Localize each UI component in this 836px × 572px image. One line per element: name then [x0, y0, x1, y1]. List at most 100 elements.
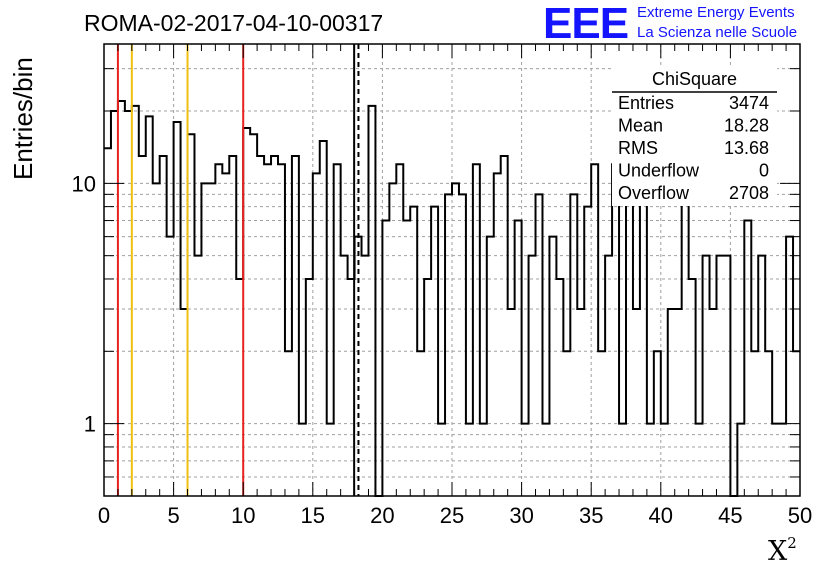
logo-tagline-2: La Scienza nelle Scuole [637, 24, 798, 41]
histogram-bin [341, 256, 348, 496]
histogram-bin [264, 164, 271, 496]
histogram-bin [320, 141, 327, 496]
histogram-bin [779, 424, 786, 496]
histogram-bin [494, 173, 501, 496]
histogram-bin [188, 134, 195, 496]
histogram-bin [591, 164, 598, 496]
histogram-bin [723, 256, 730, 496]
x-tick-label: 10 [231, 503, 255, 528]
x-tick-label: 50 [788, 503, 812, 528]
histogram-bin [278, 164, 285, 496]
histogram-bin [633, 309, 640, 496]
stats-value: 13.68 [724, 138, 769, 158]
histogram-bin [306, 279, 313, 496]
stats-label: Mean [618, 116, 663, 136]
histogram-bin [292, 156, 299, 496]
x-axis-label-superscript: 2 [787, 534, 797, 552]
x-tick-label: 40 [649, 503, 673, 528]
histogram-bin [313, 173, 320, 496]
x-tick-label: 0 [98, 503, 110, 528]
histogram-bin [215, 164, 222, 496]
histogram-bin [410, 207, 417, 496]
x-tick-label: 5 [167, 503, 179, 528]
histogram-bin [194, 256, 201, 496]
x-axis-label-text: X [768, 536, 788, 567]
histogram-bin [501, 156, 508, 496]
histogram-bin [598, 351, 605, 496]
stats-value: 0 [759, 161, 769, 181]
histogram-bin [118, 101, 125, 496]
histogram-bin [675, 309, 682, 496]
histogram-bin [765, 351, 772, 496]
y-tick-label: 1 [84, 412, 96, 437]
x-tick-label: 15 [301, 503, 325, 528]
eee-logo: EEE [543, 0, 629, 48]
histogram-bin [549, 237, 556, 496]
histogram-bin [542, 424, 549, 496]
histogram-bin [327, 424, 334, 496]
histogram-bin [181, 309, 188, 496]
histogram-bin [431, 207, 438, 496]
histogram-bin [160, 156, 167, 496]
histogram-bin [438, 424, 445, 496]
histogram-bin [536, 194, 543, 496]
logo-tagline-1: Extreme Energy Events [637, 4, 795, 21]
x-tick-label: 45 [718, 503, 742, 528]
chart-title: ROMA-02-2017-04-10-00317 [84, 10, 384, 36]
x-tick-label: 20 [370, 503, 394, 528]
histogram-bin [111, 111, 118, 496]
histogram-bin [758, 256, 765, 496]
histogram-bin [522, 424, 529, 496]
histogram-bin [104, 148, 111, 496]
histogram-bin [654, 351, 661, 496]
histogram-bin [403, 221, 410, 496]
histogram-bin [229, 156, 236, 496]
histogram-bin [487, 237, 494, 496]
histogram-bin [201, 183, 208, 496]
histogram-bin [710, 309, 717, 496]
histogram-bin [563, 351, 570, 496]
histogram-bin [257, 156, 264, 496]
histogram-bin [236, 279, 243, 496]
histogram-bin [299, 424, 306, 496]
histogram-bin [515, 221, 522, 496]
stats-title: ChiSquare [652, 69, 737, 89]
histogram-bin [424, 279, 431, 496]
histogram-bin [417, 351, 424, 496]
histogram-bin [529, 256, 536, 496]
histogram-bin [132, 106, 139, 496]
histogram-series [104, 100, 800, 497]
histogram-bin [480, 424, 487, 496]
histogram-bin [703, 256, 710, 496]
histogram-bin [250, 134, 257, 496]
histogram-bin [382, 221, 389, 496]
histogram-bin [334, 164, 341, 496]
histogram-bin [362, 256, 369, 496]
stats-label: Entries [618, 93, 674, 113]
histogram-bin [139, 156, 146, 496]
x-tick-label: 25 [440, 503, 464, 528]
histogram-bin [786, 237, 793, 496]
histogram-bin [396, 164, 403, 496]
histogram-bin [243, 128, 250, 496]
histogram-bin [508, 309, 515, 496]
histogram-bin [466, 424, 473, 496]
histogram-bin [744, 221, 751, 496]
histogram-bin [167, 237, 174, 496]
histogram-bin [146, 116, 153, 496]
histogram-bin [772, 424, 779, 496]
histogram-bin [619, 424, 626, 496]
stats-value: 2708 [729, 183, 769, 203]
histogram-bin [459, 194, 466, 496]
stats-label: Underflow [618, 161, 700, 181]
histogram-bin [647, 424, 654, 496]
histogram-bin [696, 424, 703, 496]
histogram-bin [473, 164, 480, 496]
histogram-bin [271, 156, 278, 496]
histogram-bin [355, 237, 362, 496]
histogram-bin [689, 279, 696, 496]
histogram-bin [751, 351, 758, 496]
histogram-bin [556, 279, 563, 496]
x-axis-label: X2 [768, 534, 797, 567]
